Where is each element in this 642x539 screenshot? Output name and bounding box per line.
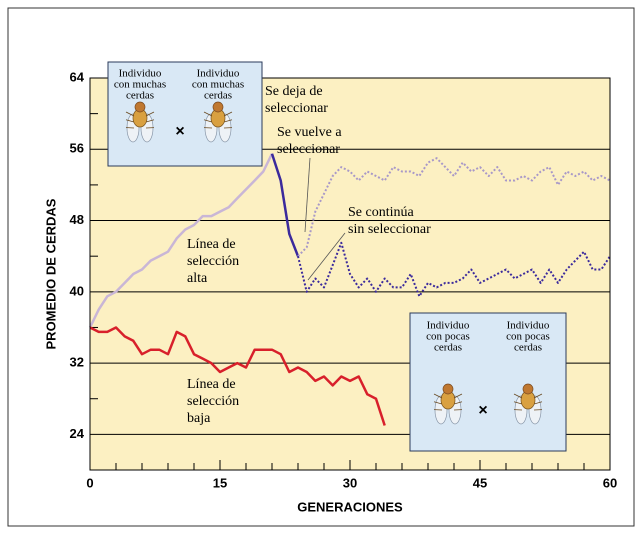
x-tick-label: 0 [86,475,93,490]
y-tick-label: 56 [70,141,84,156]
y-tick-label: 64 [70,69,85,84]
y-tick-label: 48 [70,212,84,227]
y-axis-label: PROMEDIO DE CERDAS [43,198,58,349]
x-tick-label: 15 [213,475,227,490]
annotation: seleccionar [265,101,328,116]
chart: Individuocon muchascerdasIndividuocon mu… [0,0,642,534]
annotation: sin seleccionar [348,222,431,237]
fly-head [135,102,145,112]
fly-head [523,384,533,394]
annotation: Se deja de [265,84,323,99]
y-tick-label: 40 [70,283,84,298]
annotation: Línea de [187,237,236,252]
cross-symbol: × [478,402,487,419]
x-tick-label: 30 [343,475,357,490]
callout-label: cerdas [434,342,462,354]
annotation: seleccionar [277,142,340,157]
x-tick-label: 45 [473,475,487,490]
fly-head [443,384,453,394]
y-tick-label: 32 [70,355,84,370]
fly-head [213,102,223,112]
annotation: baja [187,411,211,426]
annotation: selección [187,254,239,269]
annotation: Línea de [187,377,236,392]
x-axis-label: GENERACIONES [297,499,403,514]
annotation: Se continúa [348,205,414,220]
annotation: selección [187,394,239,409]
annotation: Se vuelve a [277,125,342,140]
cross-symbol: × [175,123,184,140]
callout-label: cerdas [514,342,542,354]
x-tick-label: 60 [603,475,617,490]
callout-label: cerdas [126,90,154,102]
y-tick-label: 24 [70,426,85,441]
callout-label: cerdas [204,90,232,102]
annotation: alta [187,271,208,286]
